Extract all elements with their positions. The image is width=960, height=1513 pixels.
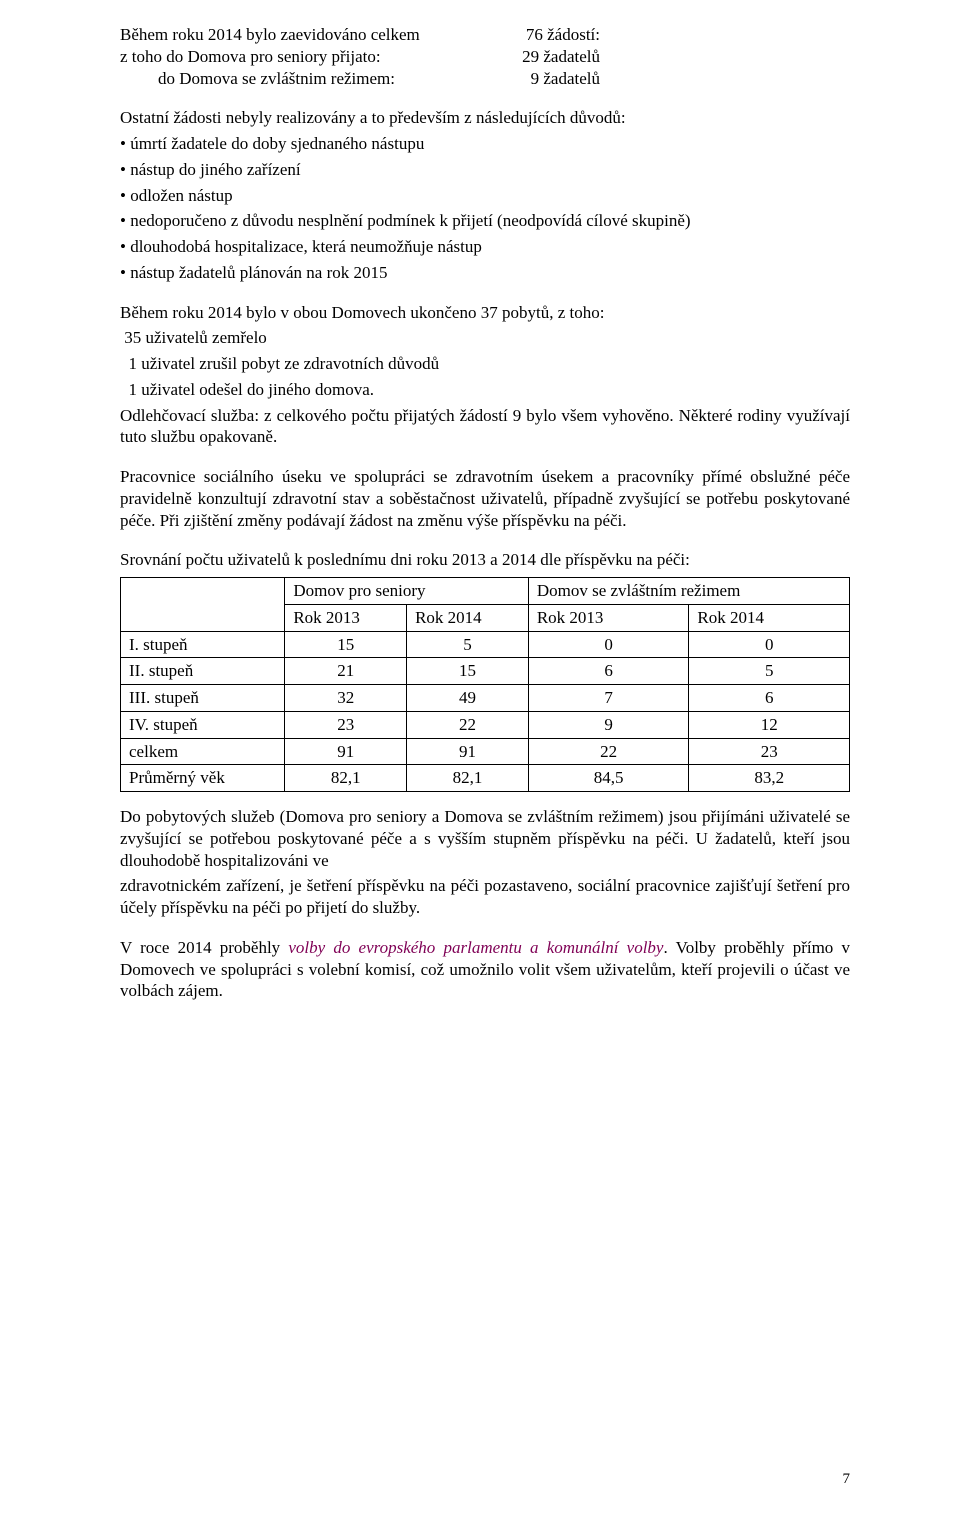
list-item: • nedoporučeno z důvodu nesplnění podmín… [120,210,850,232]
elections-paragraph: V roce 2014 proběhly volby do evropského… [120,937,850,1002]
intro-l1-right: 76 žádostí: [480,24,600,46]
cell: 83,2 [689,765,850,792]
table-header-empty [121,578,285,632]
allowance-table: Domov pro seniory Domov se zvláštním rež… [120,577,850,792]
table-header-y4: Rok 2014 [689,604,850,631]
cell: 0 [528,631,689,658]
intro-l3-left: do Domova se zvláštnim režimem: [158,68,480,90]
table-header-dzr: Domov se zvláštním režimem [528,578,849,605]
cell: 91 [407,738,529,765]
cell: 5 [407,631,529,658]
cell: 6 [528,658,689,685]
stays-l2: 35 uživatelů zemřelo [120,327,850,349]
stays-block: Během roku 2014 bylo v obou Domovech uko… [120,302,850,449]
cell: 0 [689,631,850,658]
table-header-y2: Rok 2014 [407,604,529,631]
cell: 5 [689,658,850,685]
page-number: 7 [843,1470,851,1489]
row-label: Průměrný věk [121,765,285,792]
cell: 91 [285,738,407,765]
page-container: Během roku 2014 bylo zaevidováno celkem … [0,0,960,1513]
row-label: I. stupeň [121,631,285,658]
services-paragraph-block: Do pobytových služeb (Domova pro seniory… [120,806,850,919]
list-item: • odložen nástup [120,185,850,207]
elections-pre: V roce 2014 proběhly [120,938,288,957]
intro-l2-left: z toho do Domova pro seniory přijato: [120,46,480,68]
cell: 12 [689,711,850,738]
elections-emph: volby do evropského parlamentu a komunál… [288,938,663,957]
cell: 15 [407,658,529,685]
table-heading: Srovnání počtu uživatelů k poslednímu dn… [120,549,850,571]
table-header-dps: Domov pro seniory [285,578,529,605]
social-paragraph: Pracovnice sociálního úseku ve spoluprác… [120,466,850,531]
intro-line-3: do Domova se zvláštnim režimem: 9 žadate… [120,68,850,90]
cell: 23 [285,711,407,738]
list-item: • nástup do jiného zařízení [120,159,850,181]
cell: 21 [285,658,407,685]
reasons-block: Ostatní žádosti nebyly realizovány a to … [120,107,850,283]
stays-l3: 1 uživatel zrušil pobyt ze zdravotních d… [120,353,850,375]
cell: 15 [285,631,407,658]
cell: 7 [528,685,689,712]
table-row: Průměrný věk 82,1 82,1 84,5 83,2 [121,765,850,792]
cell: 49 [407,685,529,712]
services-paragraph-2: zdravotnickém zařízení, je šetření přísp… [120,875,850,919]
cell: 82,1 [407,765,529,792]
cell: 84,5 [528,765,689,792]
services-paragraph-1: Do pobytových služeb (Domova pro seniory… [120,806,850,871]
stays-l5: Odlehčovací služba: z celkového počtu př… [120,405,850,449]
cell: 23 [689,738,850,765]
intro-block: Během roku 2014 bylo zaevidováno celkem … [120,24,850,89]
table-row: celkem 91 91 22 23 [121,738,850,765]
stays-l4: 1 uživatel odešel do jiného domova. [120,379,850,401]
table-row: IV. stupeň 23 22 9 12 [121,711,850,738]
intro-l2-right: 29 žadatelů [480,46,600,68]
list-item: • nástup žadatelů plánován na rok 2015 [120,262,850,284]
row-label: II. stupeň [121,658,285,685]
cell: 9 [528,711,689,738]
intro-line-1: Během roku 2014 bylo zaevidováno celkem … [120,24,850,46]
row-label: III. stupeň [121,685,285,712]
cell: 82,1 [285,765,407,792]
cell: 32 [285,685,407,712]
reasons-heading: Ostatní žádosti nebyly realizovány a to … [120,107,850,129]
intro-line-2: z toho do Domova pro seniory přijato: 29… [120,46,850,68]
list-item: • dlouhodobá hospitalizace, která neumož… [120,236,850,258]
table-row: Domov pro seniory Domov se zvláštním rež… [121,578,850,605]
table-row: I. stupeň 15 5 0 0 [121,631,850,658]
table-header-y1: Rok 2013 [285,604,407,631]
intro-l1-left: Během roku 2014 bylo zaevidováno celkem [120,24,480,46]
cell: 6 [689,685,850,712]
row-label: IV. stupeň [121,711,285,738]
table-row: III. stupeň 32 49 7 6 [121,685,850,712]
cell: 22 [407,711,529,738]
stays-l1: Během roku 2014 bylo v obou Domovech uko… [120,302,850,324]
table-header-y3: Rok 2013 [528,604,689,631]
intro-l3-right: 9 žadatelů [480,68,600,90]
list-item: • úmrtí žadatele do doby sjednaného nást… [120,133,850,155]
table-row: II. stupeň 21 15 6 5 [121,658,850,685]
cell: 22 [528,738,689,765]
row-label: celkem [121,738,285,765]
